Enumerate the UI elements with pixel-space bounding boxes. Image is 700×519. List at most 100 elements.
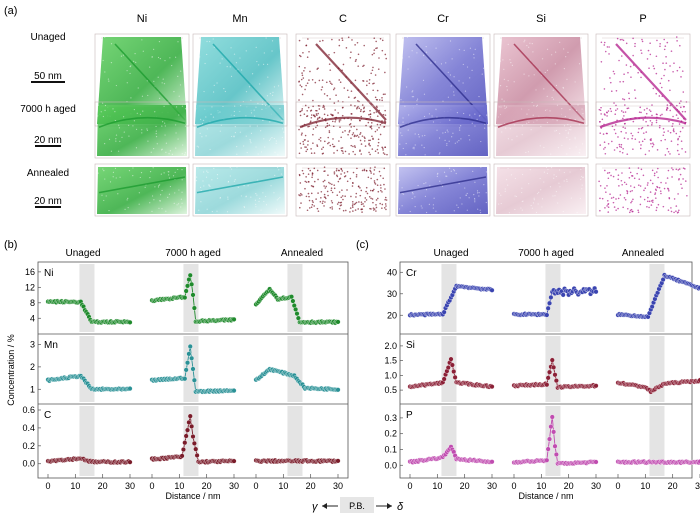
atom-dot xyxy=(608,53,610,55)
atom-dot xyxy=(352,171,355,174)
atom-speckle xyxy=(227,198,229,200)
atom-speckle xyxy=(155,136,158,138)
profile-marker xyxy=(553,452,559,457)
atom-dot xyxy=(659,114,662,117)
atom-speckle xyxy=(557,147,560,149)
atom-dot xyxy=(348,153,350,155)
atom-dot xyxy=(614,132,617,135)
atom-dot xyxy=(302,77,305,79)
atom-dot xyxy=(651,114,653,117)
atom-dot xyxy=(351,39,353,41)
atom-speckle xyxy=(533,74,535,76)
atom-map-box xyxy=(595,101,691,159)
atom-speckle xyxy=(224,90,226,93)
atom-speckle xyxy=(229,66,231,68)
atom-dot xyxy=(299,194,301,197)
atom-dot xyxy=(311,203,314,206)
atom-dot xyxy=(350,104,352,106)
atom-dot xyxy=(671,125,674,127)
atom-dot xyxy=(623,73,625,76)
atom-speckle xyxy=(565,129,567,132)
atom-dot xyxy=(686,194,688,197)
atom-dot xyxy=(354,146,356,149)
atom-speckle xyxy=(500,106,502,108)
atom-dot xyxy=(611,125,614,128)
atom-speckle xyxy=(458,49,461,51)
element-label-ni: Ni xyxy=(44,268,53,279)
atom-dot xyxy=(352,206,354,209)
atom-dot xyxy=(379,184,382,186)
atom-dot xyxy=(680,183,682,186)
atom-dot xyxy=(681,110,684,113)
profile-marker xyxy=(186,419,192,425)
atom-speckle xyxy=(108,138,111,140)
profile-marker xyxy=(191,305,197,311)
atom-density xyxy=(398,105,488,156)
atom-dot xyxy=(655,119,658,122)
column-header-mn: Mn xyxy=(232,13,247,25)
atom-speckle xyxy=(528,75,530,77)
atom-speckle xyxy=(169,57,171,59)
atom-speckle xyxy=(537,203,539,205)
atom-speckle xyxy=(102,59,104,62)
atom-dot xyxy=(304,88,306,91)
atom-speckle xyxy=(168,153,170,155)
atom-speckle xyxy=(445,175,447,177)
profile-marker xyxy=(593,459,599,465)
atom-speckle xyxy=(428,203,430,206)
atom-dot xyxy=(360,115,363,118)
y-tick-label: 30 xyxy=(387,289,397,299)
atom-speckle xyxy=(222,105,224,108)
atom-dot xyxy=(673,130,675,133)
atom-dot xyxy=(384,53,387,56)
y-tick-label: 1.5 xyxy=(384,356,397,366)
atom-dot xyxy=(657,176,659,179)
atom-dot xyxy=(632,148,634,150)
atom-dot xyxy=(323,166,326,169)
atom-dot xyxy=(317,178,319,181)
atom-dot xyxy=(308,207,311,209)
atom-speckle xyxy=(555,129,558,132)
profile-marker xyxy=(545,446,551,452)
atom-speckle xyxy=(402,147,404,150)
atom-dot xyxy=(649,53,652,56)
atom-dot xyxy=(316,145,319,147)
atom-speckle xyxy=(235,62,238,64)
atom-dot xyxy=(307,106,310,109)
atom-map-ni xyxy=(94,163,190,217)
atom-speckle xyxy=(507,43,509,45)
atom-dot xyxy=(368,142,370,145)
atom-speckle xyxy=(245,195,247,197)
atom-speckle xyxy=(199,56,201,58)
profile-marker xyxy=(185,283,191,289)
atom-dot xyxy=(385,199,388,201)
x-tick-label: 20 xyxy=(98,481,108,491)
atom-speckle xyxy=(464,90,467,92)
atom-speckle xyxy=(114,167,117,169)
atom-dot xyxy=(304,187,306,190)
atom-speckle xyxy=(486,114,488,116)
atom-dot xyxy=(331,191,334,194)
atom-speckle xyxy=(580,178,582,181)
atom-speckle xyxy=(264,104,267,107)
atom-speckle xyxy=(179,84,182,86)
atom-dot xyxy=(302,172,305,175)
boundary-segregation xyxy=(399,116,487,128)
atom-speckle xyxy=(273,86,276,88)
atom-speckle xyxy=(563,171,565,174)
atom-speckle xyxy=(503,100,505,102)
atom-speckle xyxy=(514,208,516,211)
atom-dot xyxy=(340,196,343,199)
atom-dot xyxy=(630,208,633,211)
row-label: 7000 h aged xyxy=(20,104,76,115)
atom-dot xyxy=(604,152,607,155)
atom-speckle xyxy=(432,207,435,209)
atom-dot xyxy=(385,57,388,60)
atom-speckle xyxy=(538,191,540,194)
atom-dot xyxy=(620,179,623,182)
atom-speckle xyxy=(275,208,278,210)
atom-speckle xyxy=(159,200,161,202)
atom-dot xyxy=(363,64,365,67)
atom-speckle xyxy=(469,114,471,116)
atom-dot xyxy=(331,143,334,146)
